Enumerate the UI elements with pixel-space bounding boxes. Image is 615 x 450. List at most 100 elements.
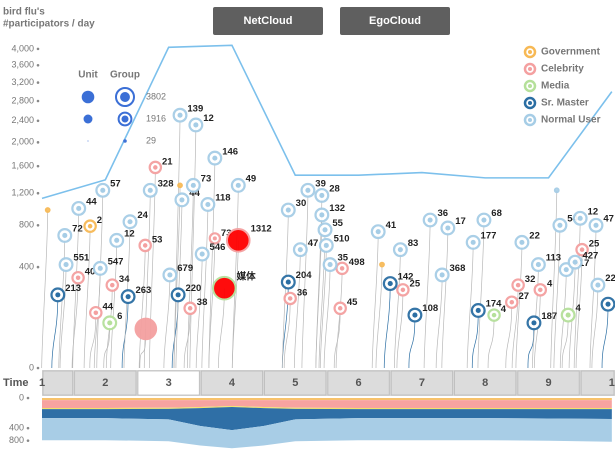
- legend-swatch-core: [528, 67, 532, 71]
- tick-mark: [36, 119, 40, 123]
- stem: [283, 298, 291, 369]
- stem: [208, 158, 216, 369]
- time-cell: [137, 370, 200, 396]
- node-core: [167, 272, 173, 278]
- node-label: 27: [518, 291, 529, 302]
- stem: [335, 268, 343, 369]
- node-label: 44: [189, 188, 200, 199]
- node-core: [110, 282, 115, 288]
- node-core: [125, 294, 131, 300]
- stream-layer: [42, 407, 612, 431]
- stream-layer: [42, 400, 612, 408]
- tick-mark: [36, 164, 40, 168]
- y-tick-label: 2,400: [11, 115, 34, 125]
- node-label: 57: [110, 178, 121, 189]
- button-bg[interactable]: [213, 7, 323, 35]
- y-axis-title: #participators / day: [3, 19, 95, 30]
- size-legend-value: 1916: [146, 113, 166, 123]
- node-core: [519, 239, 525, 245]
- stem: [550, 190, 558, 369]
- node-label: 36: [437, 208, 448, 219]
- stem: [533, 289, 541, 369]
- node-core: [93, 310, 99, 315]
- node-label: 118: [215, 193, 230, 204]
- node-label: 25: [410, 279, 421, 290]
- node-core: [579, 247, 585, 252]
- node-core: [556, 189, 558, 192]
- tick-mark: [36, 63, 40, 67]
- size-legend-value: 3802: [146, 91, 166, 101]
- button-bg[interactable]: [340, 7, 450, 35]
- node-label: 35: [337, 253, 348, 264]
- node-core: [470, 239, 476, 245]
- node-label: 45: [347, 297, 358, 308]
- time-cell: [74, 370, 137, 396]
- node-label: 4: [576, 303, 582, 314]
- stem: [195, 254, 203, 369]
- time-cell: [390, 370, 453, 396]
- unit-size-swatch: [87, 140, 89, 142]
- time-tick-label: 6: [356, 377, 362, 389]
- node-label: 41: [386, 220, 397, 231]
- node-label: 551: [73, 253, 90, 264]
- stem: [435, 274, 443, 369]
- time-tick-label: 8: [482, 377, 488, 389]
- node-core: [179, 197, 185, 203]
- node-label: 226: [605, 273, 615, 284]
- time-tick-label: 9: [545, 377, 551, 389]
- stream-layer: [42, 405, 612, 410]
- node-label: 39: [315, 178, 326, 189]
- y-tick-label: 800: [19, 220, 34, 230]
- y-tick-label: 1,600: [11, 161, 34, 171]
- tick-mark: [36, 191, 40, 195]
- node-core: [190, 182, 196, 188]
- node-label: 213: [65, 283, 81, 294]
- node-label: 36: [297, 287, 308, 298]
- node-core: [305, 187, 311, 193]
- node-label: 媒体: [236, 270, 257, 282]
- legend-label: Media: [541, 81, 570, 92]
- node-core: [212, 236, 217, 241]
- stem: [515, 242, 523, 369]
- time-cell: [454, 370, 517, 396]
- time-cell: [517, 370, 580, 396]
- stem: [173, 115, 181, 369]
- stem: [441, 227, 449, 369]
- node-core: [445, 225, 451, 231]
- egocloud-button[interactable]: EgoCloud: [340, 7, 450, 35]
- size-legend-title: Group: [110, 70, 140, 81]
- node-label: 44: [86, 197, 97, 208]
- node-label: 177: [481, 231, 497, 242]
- node-core: [491, 312, 497, 318]
- legend-label: Sr. Master: [541, 98, 589, 109]
- tick-mark: [26, 439, 30, 442]
- stem: [591, 285, 599, 369]
- group-size-core: [120, 92, 130, 102]
- node-core: [297, 247, 303, 253]
- node-label: 146: [222, 146, 238, 157]
- netcloud-button[interactable]: NetCloud: [213, 7, 323, 35]
- node-label: 187: [541, 311, 557, 322]
- group-size-core: [121, 115, 129, 123]
- node-label: 25: [589, 239, 600, 250]
- button-label[interactable]: EgoCloud: [369, 15, 421, 27]
- legend-swatch-core: [528, 101, 532, 105]
- node-label: 55: [332, 218, 343, 229]
- node-label: 72: [72, 224, 83, 235]
- node-core: [107, 320, 113, 326]
- node-core: [175, 292, 181, 298]
- node-core: [439, 272, 445, 278]
- node-label: 83: [408, 238, 419, 249]
- stem: [110, 240, 118, 369]
- node-core: [515, 282, 521, 288]
- time-tick-label: 5: [292, 377, 298, 389]
- node-label: 204: [296, 270, 313, 281]
- node-label: 2: [97, 215, 102, 226]
- stem: [293, 249, 301, 369]
- button-label[interactable]: NetCloud: [244, 15, 293, 27]
- node-core: [565, 312, 571, 318]
- stem: [58, 235, 66, 369]
- stem: [89, 312, 97, 369]
- time-tick-label: 7: [419, 377, 425, 389]
- y-tick-label: 3,200: [11, 77, 34, 87]
